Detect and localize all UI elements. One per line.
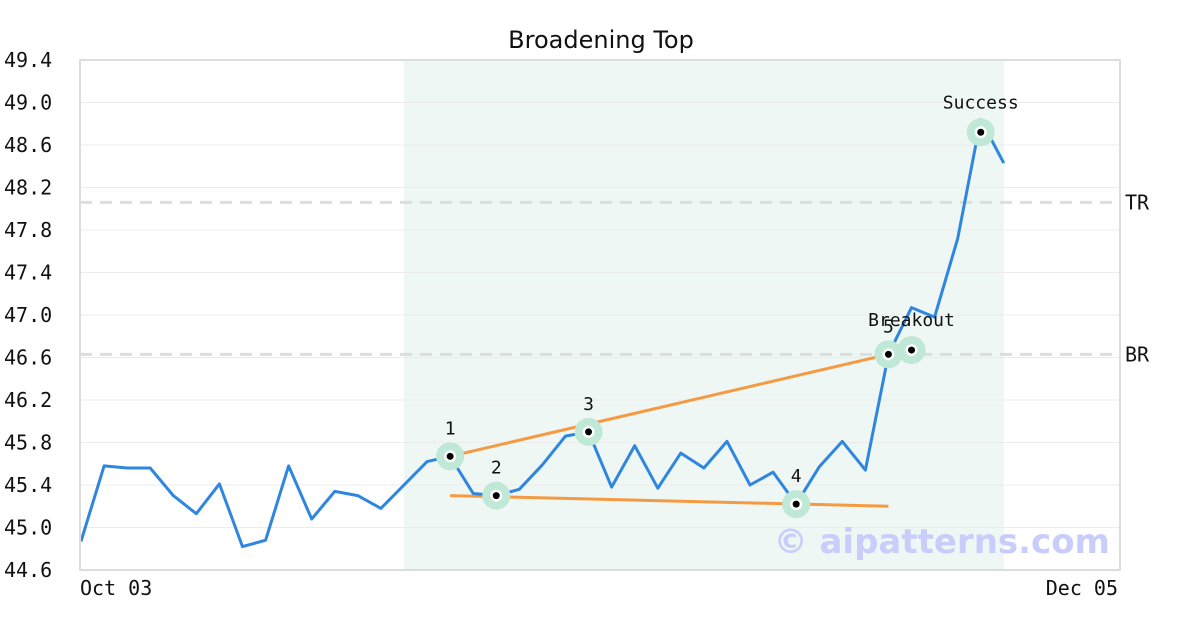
y-tick-label: 47.0 <box>4 303 52 327</box>
y-tick-label: 44.6 <box>4 558 52 582</box>
event-marker-dot <box>908 346 916 354</box>
event-label: Success <box>943 92 1019 113</box>
trend-line-layer <box>449 352 889 508</box>
pivot-label: 2 <box>491 458 502 479</box>
pivot-marker-dot <box>884 350 892 358</box>
event-marker-dot <box>977 128 985 136</box>
pivot-marker-dot <box>792 500 800 508</box>
trend-line <box>450 494 889 508</box>
level-layer: TR BR <box>80 190 1150 366</box>
grid-layer <box>80 59 1120 571</box>
watermark: © aipatterns.com <box>774 522 1110 562</box>
event-label: Breakout <box>868 310 955 331</box>
chart-title: Broadening Top <box>508 26 694 54</box>
y-tick-label: 47.8 <box>4 218 52 242</box>
y-tick-label: 49.0 <box>4 91 52 115</box>
pivot-marker-dot <box>446 452 454 460</box>
plot-frame <box>79 59 1121 571</box>
level-label: TR <box>1125 190 1150 214</box>
pivot-label: 5 <box>883 316 894 337</box>
pivot-marker-dot <box>492 492 500 500</box>
series-layer <box>79 118 1006 549</box>
trend-line <box>449 352 889 458</box>
y-tick-label: 46.6 <box>4 346 52 370</box>
x-tick-label: Oct 03 <box>80 576 152 600</box>
y-tick-label: 45.0 <box>4 516 52 540</box>
level-label: BR <box>1125 342 1150 366</box>
y-tick-label: 45.4 <box>4 473 52 497</box>
pivot-label: 3 <box>583 394 594 415</box>
axis-layer: 44.6 45.0 45.4 45.8 46.2 46.6 47.0 47.4 47.8 48.2… <box>4 48 1118 600</box>
marker-layer <box>436 118 995 519</box>
pivot-marker-dot <box>585 428 593 436</box>
y-tick-label: 45.8 <box>4 431 52 455</box>
pivot-label: 4 <box>791 466 802 487</box>
y-tick-label: 49.4 <box>4 48 52 72</box>
price-series-line <box>79 118 1006 549</box>
y-tick-label: 48.6 <box>4 133 52 157</box>
x-tick-label: Dec 05 <box>1046 576 1118 600</box>
y-tick-label: 48.2 <box>4 176 52 200</box>
pivot-label: 1 <box>445 418 456 439</box>
y-tick-label: 46.2 <box>4 388 52 412</box>
y-tick-label: 47.4 <box>4 261 52 285</box>
